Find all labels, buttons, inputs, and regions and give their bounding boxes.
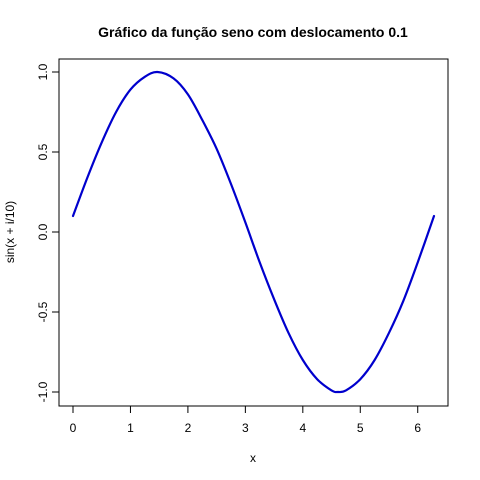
- y-axis: -1.0 -0.5 0.0 0.5 1.0: [36, 63, 59, 402]
- x-tick-label: 5: [357, 421, 364, 435]
- y-tick-label: -0.5: [36, 301, 50, 322]
- series-layer: [73, 72, 434, 392]
- x-tick-label: 0: [70, 421, 77, 435]
- x-tick-label: 2: [185, 421, 192, 435]
- y-tick-label: -1.0: [36, 381, 50, 402]
- y-axis-label: sin(x + i/10): [3, 201, 17, 263]
- x-axis: 0 1 2 3 4 5 6: [70, 406, 422, 435]
- y-tick-label: 0.0: [36, 223, 50, 240]
- x-axis-label: x: [250, 451, 256, 465]
- x-tick-label: 4: [299, 421, 306, 435]
- x-tick-label: 3: [242, 421, 249, 435]
- chart-title: Gráfico da função seno com deslocamento …: [98, 24, 408, 40]
- y-tick-label: 1.0: [36, 63, 50, 80]
- x-tick-label: 6: [414, 421, 421, 435]
- series-line: [73, 72, 434, 392]
- y-tick-label: 0.5: [36, 143, 50, 160]
- x-tick-label: 1: [127, 421, 134, 435]
